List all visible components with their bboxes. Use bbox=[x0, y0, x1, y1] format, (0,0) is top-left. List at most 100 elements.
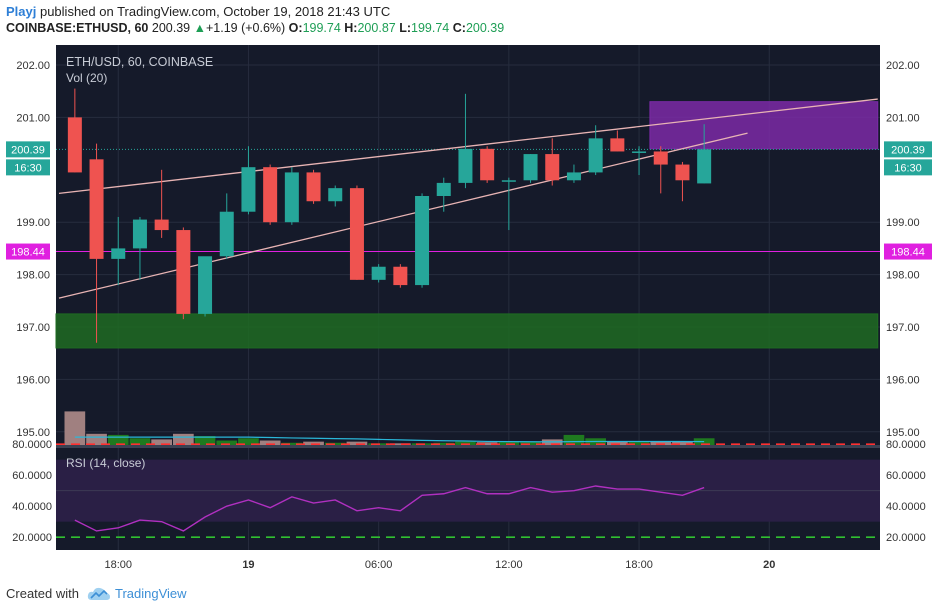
price-tick-label-left: 196.00 bbox=[16, 374, 50, 386]
volume-bar bbox=[672, 441, 693, 445]
candle-body bbox=[328, 188, 343, 202]
countdown-tag-left-bg bbox=[6, 159, 50, 176]
volume-bar bbox=[303, 441, 324, 445]
price-tick-label-right: 202.00 bbox=[886, 60, 920, 72]
price-tick-label-left: 197.00 bbox=[16, 322, 50, 334]
support-zone bbox=[55, 313, 879, 349]
candle-body bbox=[349, 188, 364, 280]
published-text: published on TradingView.com, October 19… bbox=[36, 4, 391, 19]
candle-body bbox=[111, 248, 126, 259]
candle-body bbox=[653, 151, 668, 165]
volume-bar bbox=[194, 436, 216, 445]
volume-bar bbox=[650, 441, 672, 445]
tradingview-brand-link[interactable]: TradingView bbox=[114, 586, 187, 601]
rsi-label: RSI (14, close) bbox=[66, 456, 145, 470]
volume-bar bbox=[390, 443, 411, 445]
candle-body bbox=[610, 138, 625, 152]
last-price-tag-left-bg bbox=[6, 141, 50, 158]
chart-title: ETH/USD, 60, COINBASE bbox=[66, 55, 213, 69]
price-tick-label-right: 195.00 bbox=[886, 427, 920, 439]
rsi-tick-label-left: 80.0000 bbox=[12, 439, 52, 451]
rsi-tick-label-left: 20.0000 bbox=[12, 532, 52, 544]
candle-body bbox=[458, 148, 473, 183]
candle-body bbox=[523, 154, 538, 181]
volume-ma-line bbox=[74, 436, 705, 443]
price-chart[interactable]: ETH/USD, 60, COINBASE Vol (20) RSI (14, cl… bbox=[0, 40, 938, 580]
price-tick-label-right: 198.00 bbox=[886, 270, 920, 282]
volume-bar bbox=[107, 434, 129, 445]
price-tick-label-left: 199.00 bbox=[16, 217, 50, 229]
volume-bar bbox=[281, 442, 303, 445]
time-axis bbox=[0, 550, 938, 578]
rsi-tick-label-left: 60.0000 bbox=[12, 470, 52, 482]
high-value: 200.87 bbox=[357, 21, 396, 35]
candle-body bbox=[436, 182, 451, 196]
time-tick-label: 12:00 bbox=[495, 559, 523, 571]
volume-bar bbox=[324, 442, 346, 445]
volume-bar bbox=[173, 433, 194, 445]
price-tick-label-right: 197.00 bbox=[886, 322, 920, 334]
candle-body bbox=[284, 172, 299, 223]
candle-body bbox=[219, 211, 234, 257]
author-link[interactable]: Playj bbox=[6, 4, 37, 19]
level-tag-right-bg bbox=[884, 243, 932, 260]
low-label: L: bbox=[399, 21, 412, 35]
candle-body bbox=[241, 167, 256, 212]
price-tick-label-left: 195.00 bbox=[16, 427, 50, 439]
close-value: 200.39 bbox=[465, 21, 505, 35]
rsi-line bbox=[74, 485, 705, 532]
rsi-tick-label-right: 40.0000 bbox=[886, 501, 926, 513]
candle-body bbox=[89, 159, 104, 259]
volume-bar bbox=[476, 442, 498, 445]
volume-bar bbox=[607, 441, 628, 445]
candle-body bbox=[67, 117, 82, 173]
open-label: O: bbox=[288, 21, 303, 35]
volume-bar bbox=[216, 440, 238, 445]
candle-body bbox=[198, 256, 213, 314]
rsi-tick-label-left: 40.0000 bbox=[12, 501, 52, 513]
up-arrow-icon: ▲ bbox=[193, 21, 206, 35]
volume-bar bbox=[433, 442, 455, 445]
volume-bar bbox=[346, 441, 368, 445]
close-label: C: bbox=[452, 21, 466, 35]
candle-body bbox=[415, 196, 430, 286]
candle-body bbox=[263, 167, 278, 223]
candle-body bbox=[480, 148, 495, 181]
candle-body bbox=[176, 230, 191, 314]
last-price-tag-left: 200.39 bbox=[11, 144, 45, 156]
last-price-tag-right-bg bbox=[884, 141, 932, 158]
candle-body bbox=[132, 219, 147, 249]
price-tick-label-left: 198.00 bbox=[16, 270, 50, 282]
candle-body bbox=[566, 172, 581, 181]
volume-bar bbox=[628, 441, 650, 445]
volume-bar bbox=[86, 433, 107, 445]
volume-label: Vol (20) bbox=[66, 71, 107, 85]
candle-body bbox=[632, 151, 647, 153]
trendline-1 bbox=[58, 98, 878, 195]
countdown-tag-right-bg bbox=[884, 159, 932, 176]
level-tag-right: 198.44 bbox=[891, 247, 925, 259]
rsi-tick-label-right: 80.0000 bbox=[886, 439, 926, 451]
volume-bar bbox=[64, 411, 86, 445]
rsi-tick-label-right: 60.0000 bbox=[886, 470, 926, 482]
ohlc-header: COINBASE:ETHUSD, 60 200.39 ▲+1.19 (+0.6%… bbox=[6, 21, 504, 35]
time-tick-label: 20 bbox=[763, 559, 775, 571]
price-tick-label-right: 199.00 bbox=[886, 217, 920, 229]
candle-body bbox=[501, 180, 516, 182]
candle-body bbox=[393, 266, 408, 286]
price-tick-label-right: 196.00 bbox=[886, 374, 920, 386]
level-tag-left: 198.44 bbox=[11, 247, 45, 259]
countdown-tag-left: 16:30 bbox=[14, 162, 42, 174]
countdown-tag-right: 16:30 bbox=[894, 162, 922, 174]
volume-bar bbox=[455, 441, 476, 445]
candle-body bbox=[588, 138, 603, 173]
candle-body bbox=[371, 266, 386, 280]
rsi-tick-label-right: 20.0000 bbox=[886, 532, 926, 544]
time-tick-label: 06:00 bbox=[365, 559, 393, 571]
pane-separator bbox=[56, 445, 880, 448]
last-price-tag-right: 200.39 bbox=[891, 144, 925, 156]
footer: Created with TradingView bbox=[6, 586, 187, 601]
price-tick-label-left: 202.00 bbox=[16, 60, 50, 72]
open-value: 199.74 bbox=[302, 21, 341, 35]
trendline-2 bbox=[58, 132, 748, 299]
